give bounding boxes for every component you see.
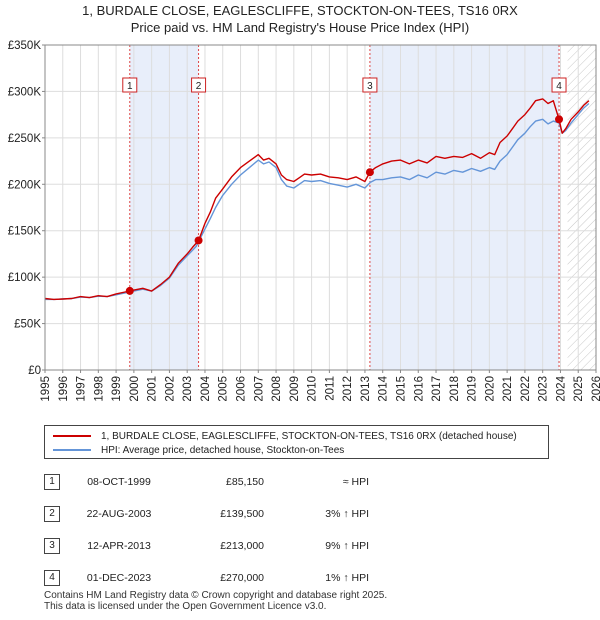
- x-tick-label: 2026: [591, 376, 600, 402]
- x-tick-label: 2019: [467, 376, 479, 402]
- x-tick-label: 2014: [378, 375, 390, 401]
- chart-subtitle: Price paid vs. HM Land Registry's House …: [130, 20, 470, 35]
- sale-label-text: 1: [127, 81, 133, 92]
- table-row: 4 01-DEC-2023 £270,000 1% ↑ HPI: [44, 570, 384, 588]
- x-tick-label: 2025: [573, 376, 585, 402]
- sale-number-badge: 3: [44, 538, 60, 554]
- x-tick-label: 2018: [449, 376, 461, 402]
- sale-label-box: [122, 77, 138, 93]
- x-tick-label: 2010: [307, 376, 319, 402]
- x-tick-label: 2006: [236, 376, 248, 402]
- sale-date: 08-OCT-1999: [87, 476, 151, 488]
- x-tick-label: 2015: [395, 376, 407, 402]
- sale-label-text: 4: [556, 81, 562, 92]
- sale-point: [125, 286, 134, 295]
- sale-point: [555, 115, 564, 124]
- footer-copyright: Contains HM Land Registry data © Crown c…: [44, 590, 388, 601]
- x-tick-label: 1996: [58, 376, 70, 402]
- table-row: 3 12-APR-2013 £213,000 9% ↑ HPI: [44, 538, 384, 556]
- y-tick-label: £150K: [8, 226, 42, 238]
- x-tick-label: 2023: [538, 376, 550, 402]
- footer-licence: This data is licensed under the Open Gov…: [44, 601, 327, 612]
- sale-hpi-comparison: 9% ↑ HPI: [325, 540, 369, 552]
- sale-label-box: [362, 77, 378, 93]
- sale-label-box: [551, 77, 567, 93]
- sale-price: £139,500: [220, 508, 264, 520]
- x-tick-label: 2012: [342, 376, 354, 402]
- sale-number-badge: 4: [44, 570, 60, 586]
- legend-label-property: 1, BURDALE CLOSE, EAGLESCLIFFE, STOCKTON…: [101, 430, 517, 442]
- shaded-ownership-period: [369, 45, 560, 370]
- sale-date: 22-AUG-2003: [86, 508, 152, 520]
- y-tick-label: £250K: [8, 133, 42, 145]
- x-tick-label: 2021: [502, 376, 514, 402]
- x-tick-label: 2020: [484, 376, 496, 402]
- x-tick-label: 2016: [413, 376, 425, 402]
- legend-item-hpi: HPI: Average price, detached house, Stoc…: [53, 443, 344, 457]
- sale-hpi-comparison: 1% ↑ HPI: [325, 572, 369, 584]
- y-tick-label: £100K: [8, 272, 42, 284]
- sale-number-badge: 1: [44, 474, 60, 490]
- y-tick-label: £50K: [14, 319, 41, 331]
- sale-hpi-comparison: 3% ↑ HPI: [325, 508, 369, 520]
- table-row: 1 08-OCT-1999 £85,150 ≈ HPI: [44, 474, 384, 492]
- sale-label-text: 2: [196, 81, 202, 92]
- x-tick-label: 2002: [164, 376, 176, 402]
- x-tick-label: 2024: [555, 375, 567, 401]
- footer-notice: Contains HM Land Registry data © Crown c…: [44, 590, 387, 612]
- y-tick-label: £200K: [8, 179, 42, 191]
- x-tick-label: 1997: [76, 376, 88, 402]
- sale-price: £213,000: [220, 540, 264, 552]
- x-tick-label: 1999: [111, 376, 123, 402]
- x-tick-label: 2007: [253, 376, 265, 402]
- x-tick-label: 2004: [200, 375, 212, 401]
- sale-point: [194, 236, 203, 245]
- sale-point: [365, 168, 374, 177]
- chart-title: 1, BURDALE CLOSE, EAGLESCLIFFE, STOCKTON…: [0, 2, 600, 36]
- x-tick-label: 1995: [40, 376, 52, 402]
- x-tick-label: 2009: [289, 376, 301, 402]
- x-tick-label: 2003: [182, 376, 194, 402]
- x-tick-label: 1998: [93, 376, 105, 402]
- y-tick-label: £300K: [8, 86, 42, 98]
- x-tick-label: 2022: [520, 376, 532, 402]
- y-tick-label: £0: [28, 365, 41, 377]
- sale-price: £85,150: [226, 476, 264, 488]
- legend-item-property: 1, BURDALE CLOSE, EAGLESCLIFFE, STOCKTON…: [53, 429, 517, 443]
- sale-price: £270,000: [220, 572, 264, 584]
- sale-date: 01-DEC-2023: [86, 572, 152, 584]
- x-tick-label: 2017: [431, 376, 443, 402]
- chart-legend: 1, BURDALE CLOSE, EAGLESCLIFFE, STOCKTON…: [44, 425, 549, 459]
- price-chart: 1 2 3 4 £0 £50K £100K £150K £200K £250K £300K £350…: [8, 40, 600, 402]
- shaded-ownership-period: [129, 45, 199, 370]
- sale-date: 12-APR-2013: [87, 540, 151, 552]
- forecast-hatch-region: [567, 45, 596, 370]
- x-tick-label: 2008: [271, 376, 283, 402]
- sale-hpi-comparison: ≈ HPI: [342, 476, 369, 488]
- sale-label-text: 3: [367, 81, 373, 92]
- x-tick-label: 2011: [324, 376, 336, 401]
- sale-label-box: [191, 77, 207, 93]
- x-tick-label: 2005: [218, 376, 230, 402]
- plot-border: [44, 44, 597, 371]
- sale-number-badge: 2: [44, 506, 60, 522]
- series-line-property: [44, 98, 590, 301]
- legend-swatch-property: [53, 435, 91, 437]
- y-tick-label: £350K: [8, 40, 42, 52]
- x-tick-label: 2013: [360, 376, 372, 402]
- legend-swatch-hpi: [53, 449, 91, 451]
- legend-label-hpi: HPI: Average price, detached house, Stoc…: [101, 444, 345, 456]
- x-tick-label: 2000: [129, 376, 141, 402]
- table-row: 2 22-AUG-2003 £139,500 3% ↑ HPI: [44, 506, 384, 524]
- x-tick-label: 2001: [147, 376, 159, 402]
- chart-title-line-1: 1, BURDALE CLOSE, EAGLESCLIFFE, STOCKTON…: [82, 3, 518, 18]
